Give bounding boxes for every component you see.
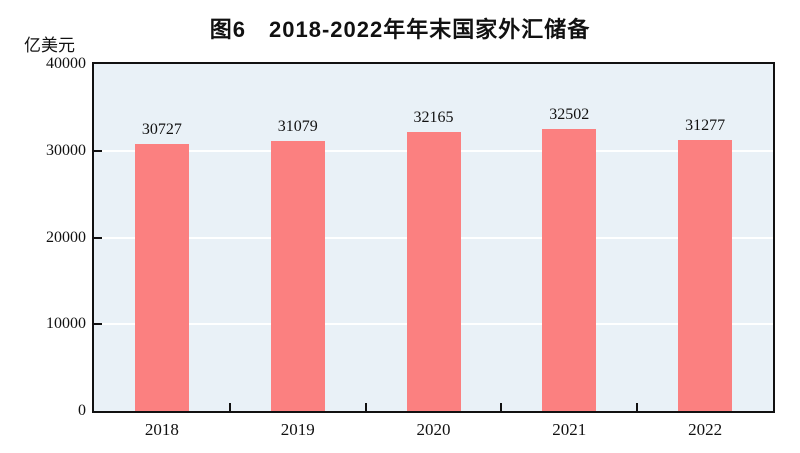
bar-2020 (406, 131, 461, 411)
bar-2021 (542, 129, 597, 411)
y-axis-tick-30000 (94, 149, 102, 152)
plot-area: 30727 31079 32165 32502 31277 (92, 62, 775, 413)
bar-2022 (678, 139, 733, 411)
bar-2019 (270, 141, 325, 411)
bar-value-label-2022: 31277 (685, 116, 726, 134)
bar-value-label-2020: 32165 (413, 108, 454, 126)
bar-value-label-2021: 32502 (549, 106, 590, 124)
y-tick-label-0: 0 (78, 402, 86, 419)
x-axis-tick-3 (500, 403, 503, 411)
bar-value-label-2018: 30727 (141, 121, 182, 139)
y-axis-tick-20000 (94, 236, 102, 239)
bar-2018 (134, 144, 189, 411)
x-tick-label-2022: 2022 (688, 420, 723, 439)
y-tick-label-40000: 40000 (46, 55, 86, 72)
y-tick-label-10000: 10000 (46, 315, 86, 333)
x-tick-label-2021: 2021 (552, 420, 587, 439)
x-axis-tick-1 (228, 403, 231, 411)
chart-title: 图6 2018-2022年年末国家外汇储备 (209, 17, 591, 42)
x-axis-tick-2 (364, 403, 367, 411)
y-tick-label-20000: 20000 (46, 228, 86, 246)
y-axis-tick-10000 (94, 323, 102, 326)
x-axis-tick-4 (636, 403, 639, 411)
x-tick-label-2018: 2018 (144, 420, 179, 439)
bar-value-label-2019: 31079 (277, 118, 318, 136)
y-tick-label-30000: 30000 (46, 141, 86, 159)
x-tick-label-2019: 2019 (280, 420, 315, 439)
x-tick-label-2020: 2020 (416, 420, 451, 439)
y-axis-unit-label: 亿美元 (24, 36, 75, 55)
